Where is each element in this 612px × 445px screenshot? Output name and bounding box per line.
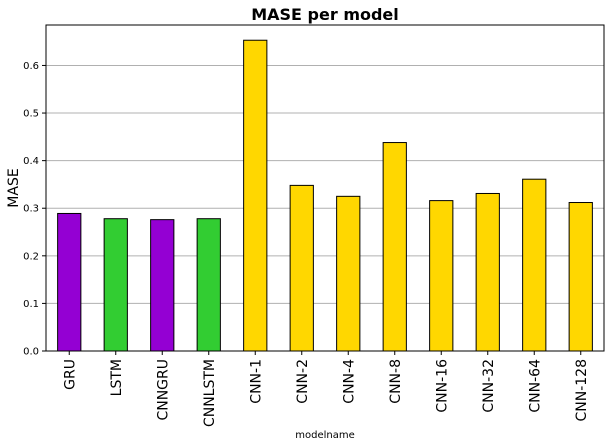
x-tick-label: CNNLSTM <box>202 359 218 427</box>
bar-lstm <box>103 218 128 352</box>
y-axis-label: MASE <box>6 168 22 207</box>
y-tick-label: 0.2 <box>23 251 39 262</box>
bar-cnngru <box>150 219 175 352</box>
x-tick-label: GRU <box>62 359 78 390</box>
bar-cnn-16 <box>429 200 454 352</box>
bar-cnn-64 <box>522 178 547 352</box>
y-axis-ticks: 0.0 0.1 0.2 0.3 0.4 0.5 0.6 <box>23 61 46 358</box>
chart-title: MASE per model <box>251 5 399 24</box>
plot-frame <box>45 24 605 352</box>
bar-cnn-128 <box>568 202 593 352</box>
x-axis-ticks: GRU LSTM CNNGRU CNNLSTM CNN-1 CNN-2 CNN-4 CNN-8… <box>62 351 590 427</box>
bar-cnn-1 <box>243 39 268 352</box>
x-tick-label: CNN-8 <box>388 359 404 404</box>
x-tick-label: CNN-16 <box>434 359 450 413</box>
bar-cnn-8 <box>382 142 407 352</box>
x-tick-label: CNN-128 <box>574 359 590 422</box>
x-tick-label: CNN-1 <box>248 359 264 404</box>
x-axis-label: modelname <box>295 430 355 441</box>
y-tick-label: 0.4 <box>23 156 39 167</box>
gridlines <box>46 64 604 352</box>
x-tick-label: CNN-4 <box>341 359 357 404</box>
y-tick-label: 0.1 <box>23 299 39 310</box>
y-tick-label: 0.6 <box>23 61 39 72</box>
bars <box>57 39 593 352</box>
bar-cnnlstm <box>196 218 221 352</box>
x-tick-label: CNN-64 <box>527 359 543 413</box>
bar-cnn-4 <box>336 195 361 352</box>
bar-cnn-2 <box>289 184 314 352</box>
y-tick-label: 0.0 <box>23 347 39 358</box>
bar-cnn-32 <box>475 192 500 352</box>
x-tick-label: LSTM <box>109 359 125 396</box>
x-tick-label: CNNGRU <box>155 359 171 421</box>
x-tick-label: CNN-32 <box>481 359 497 413</box>
x-tick-label: CNN-2 <box>295 359 311 404</box>
y-tick-label: 0.3 <box>23 204 39 215</box>
bar-gru <box>57 212 82 352</box>
y-tick-label: 0.5 <box>23 109 39 120</box>
